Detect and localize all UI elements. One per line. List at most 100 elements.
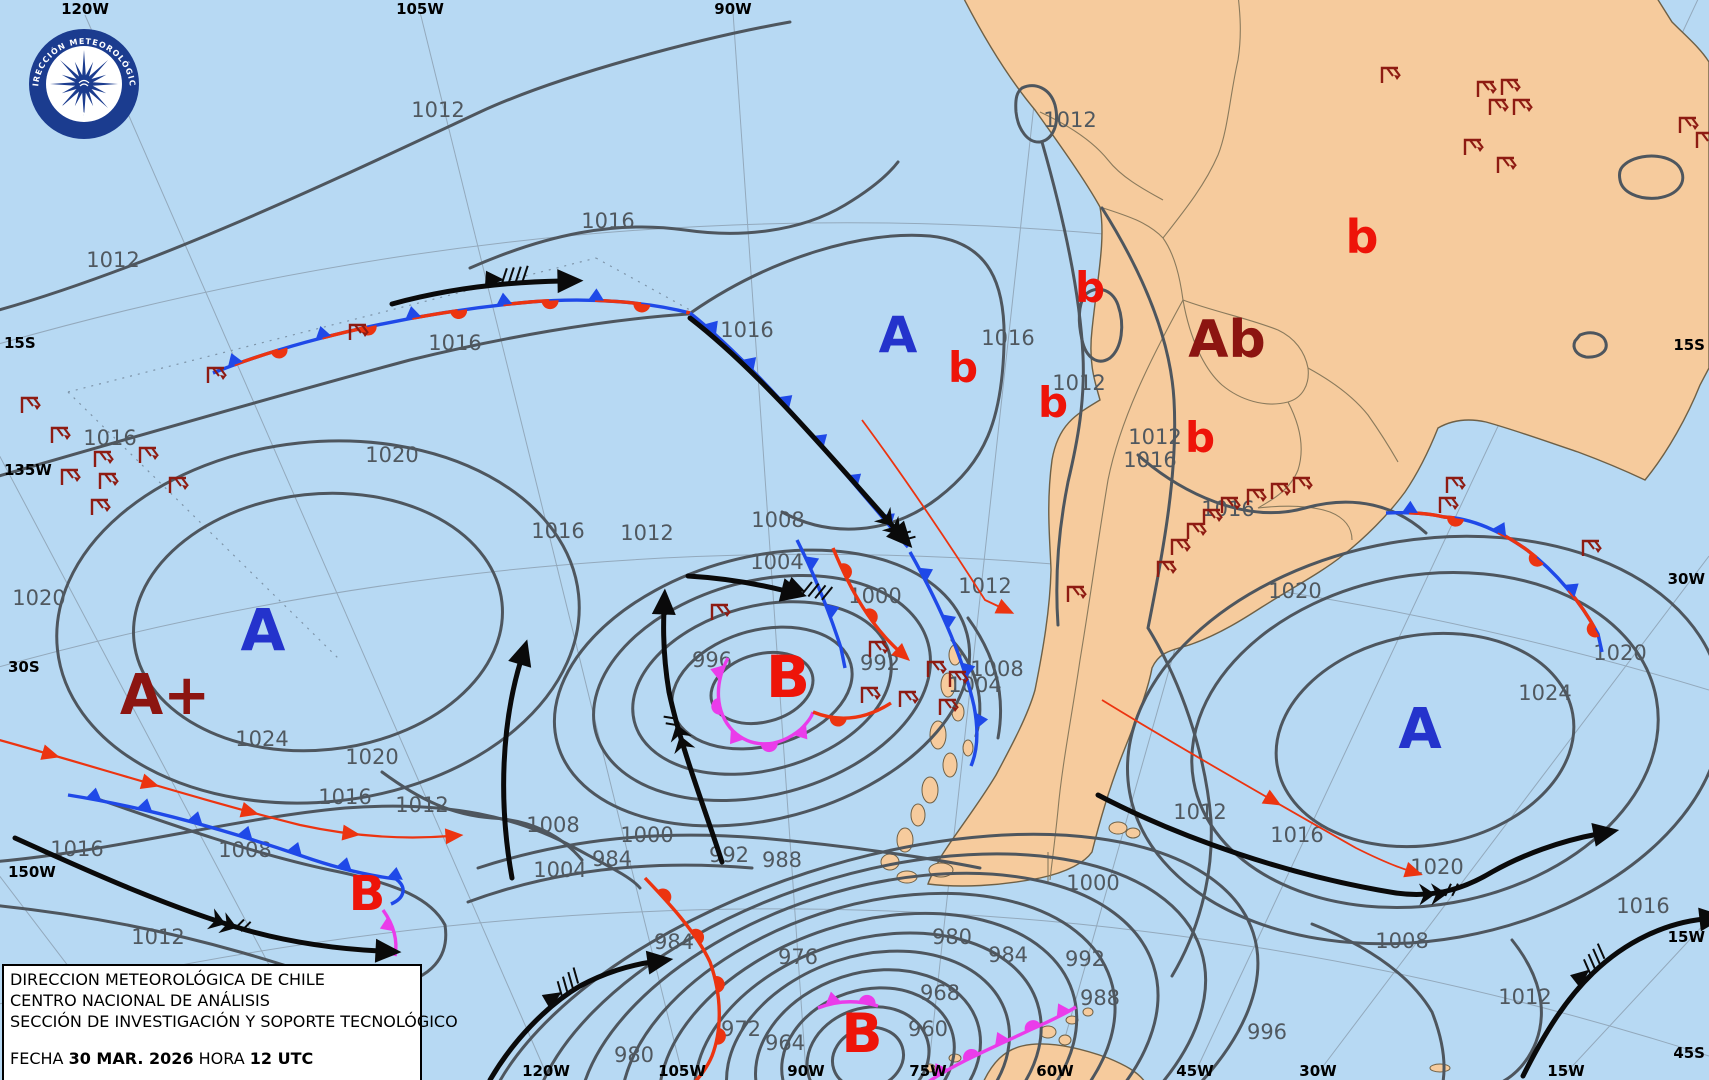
pressure-center-b: b (1346, 210, 1379, 264)
front-triangle (1491, 522, 1507, 537)
isobar-ring (1190, 570, 1660, 910)
wind-barb (1476, 80, 1497, 97)
meridian-line (84, 14, 547, 1074)
arrowhead (891, 643, 911, 662)
front-semicircle (1528, 552, 1544, 567)
wind-barb (1500, 78, 1521, 95)
isobar-label: 1012 (131, 925, 184, 949)
isobar-ring (619, 891, 1117, 1080)
isobar-label: 1016 (1270, 823, 1323, 847)
jet-arrow (501, 639, 532, 881)
isobar-label: 1016 (531, 519, 584, 543)
isobar-label: 1020 (345, 745, 398, 769)
isobar-label: 1012 (395, 793, 448, 817)
wind-barb (98, 472, 119, 489)
jet-arrow (389, 265, 584, 307)
isobar-label: 1000 (620, 823, 673, 847)
isobar (380, 770, 584, 862)
country-border (1162, 0, 1241, 239)
island (940, 672, 956, 698)
info-spacer (10, 1033, 414, 1049)
island (962, 739, 974, 757)
pressure-center-B: B (349, 866, 386, 922)
isobar-label: 1000 (1066, 871, 1119, 895)
pressure-center-A: A (879, 306, 918, 364)
wind-barb (1246, 488, 1267, 505)
front-warm (643, 876, 726, 1080)
island (942, 752, 958, 778)
wind-max-chevrons (873, 506, 916, 542)
jet-arrow-line (685, 573, 789, 594)
wind-barb (1170, 538, 1191, 555)
arrowhead (1261, 789, 1282, 806)
grid-label: 15S (4, 334, 36, 352)
wind-barb (1380, 66, 1401, 83)
isobar-label: 1016 (1123, 448, 1176, 472)
isobar-label: 1012 (1498, 985, 1551, 1009)
pressure-center-Ab: Ab (1188, 310, 1265, 370)
front-triangle (136, 798, 153, 812)
grid-label: 45S (1673, 1044, 1705, 1062)
edge-labels: 120W 105W 90W 120W 105W 90W 75W 60W 45W 30W 15W 15S… (4, 0, 1705, 1080)
jet-arrow (12, 835, 402, 963)
wind-barb (1066, 585, 1087, 602)
jet-arrow (1520, 907, 1709, 1079)
front-triangle (1401, 500, 1418, 514)
front-semicircle (657, 888, 672, 904)
wind-max-chevrons (663, 715, 696, 755)
pressure-center-A+: A+ (120, 663, 210, 728)
front-triangle (934, 1063, 949, 1078)
front-triangle (85, 787, 102, 801)
isobar-label: 976 (778, 945, 818, 969)
isobar-label: 1008 (526, 813, 579, 837)
arrowhead (239, 801, 260, 818)
isobar (1077, 287, 1124, 363)
grid-label: 30W (1299, 1062, 1337, 1080)
wind-barb (1445, 476, 1466, 493)
front-triangle (237, 825, 253, 840)
front-semicircle (829, 717, 847, 727)
isobar (1618, 154, 1685, 200)
isobar (93, 796, 448, 987)
grid-label: 105W (396, 0, 444, 18)
isobar-ring (1126, 534, 1709, 946)
isobar-label: 1020 (12, 586, 65, 610)
wind-max-pennant (784, 576, 834, 601)
grid-label: 150W (8, 863, 56, 881)
island (1058, 1034, 1072, 1046)
isobar-ring (631, 600, 893, 776)
isobar-label: 980 (932, 925, 972, 949)
wind-barb (710, 603, 731, 620)
wind-barb (1695, 131, 1709, 148)
arrowhead (444, 828, 464, 845)
front-triangle (961, 662, 976, 678)
jet-arrow-line (1520, 916, 1707, 1079)
pressure-center-A: A (241, 596, 286, 664)
front-semicircle (1586, 621, 1600, 638)
grid-label: 105W (658, 1062, 706, 1080)
grid-label: 120W (522, 1062, 570, 1080)
org-section: SECCIÓN DE INVESTIGACIÓN Y SOPORTE TECNO… (10, 1012, 458, 1031)
grid-label: 135W (4, 461, 52, 479)
wind-barb (898, 690, 919, 707)
isobar-label: 1012 (1128, 425, 1181, 449)
jet-arrow (1095, 792, 1620, 906)
front-triangle (187, 811, 203, 825)
island (1108, 821, 1128, 835)
front-line-warm-segment (1385, 510, 1604, 653)
wind-barb (348, 323, 369, 340)
front-semicircle (633, 302, 651, 313)
isobar-label: 988 (1080, 986, 1120, 1010)
front-semicircle (715, 1027, 726, 1045)
front-cold (67, 787, 405, 906)
isobar-label: 1024 (235, 727, 288, 751)
isobar-label: 1012 (1173, 800, 1226, 824)
front-occluded (710, 657, 815, 753)
front-triangle (227, 353, 243, 368)
grid-label: 15W (1668, 928, 1706, 946)
front-triangle (315, 325, 332, 340)
wind-max-chevrons (206, 908, 252, 934)
arrowhead (139, 773, 160, 789)
jet-arrow (487, 950, 674, 1080)
